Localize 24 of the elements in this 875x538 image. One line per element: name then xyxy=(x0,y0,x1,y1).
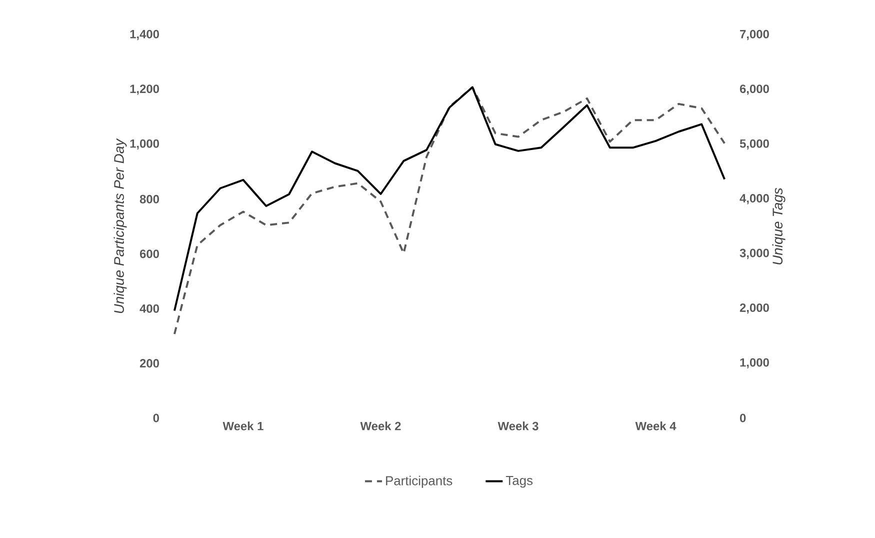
y2-tick-label: 1,000 xyxy=(740,358,769,368)
y-tick-label: 400 xyxy=(140,304,159,313)
y-tick-label: 600 xyxy=(140,250,159,258)
y-tick-label: 0 xyxy=(153,414,159,422)
x-tick-label: Week 1 xyxy=(222,422,264,430)
y2-tick-label: 6,000 xyxy=(740,84,769,95)
y2-tick-label: 5,000 xyxy=(740,139,769,150)
y-tick-label: 800 xyxy=(140,194,159,204)
y-tick-label: 1,200 xyxy=(130,84,159,95)
y-tick-label: 200 xyxy=(140,359,159,368)
x-tick-label: Week 4 xyxy=(635,422,676,430)
y2-tick-label: 3,000 xyxy=(740,248,769,259)
x-tick-label: Week 2 xyxy=(360,422,401,430)
y-tick-label: 1,400 xyxy=(130,30,159,40)
y-axis-title: Unique Participants Per Day xyxy=(114,138,127,314)
y2-tick-label: 4,000 xyxy=(740,194,769,204)
y-tick-label: 1,000 xyxy=(130,139,159,150)
y2-tick-label: 0 xyxy=(740,414,746,422)
legend-label: Participants xyxy=(386,476,452,488)
y2-axis-title: Unique Tags xyxy=(772,188,786,264)
y2-tick-label: 7,000 xyxy=(740,30,769,40)
legend-label: Tags xyxy=(506,476,533,488)
x-tick-label: Week 3 xyxy=(498,422,538,430)
y2-tick-label: 2,000 xyxy=(740,303,769,314)
